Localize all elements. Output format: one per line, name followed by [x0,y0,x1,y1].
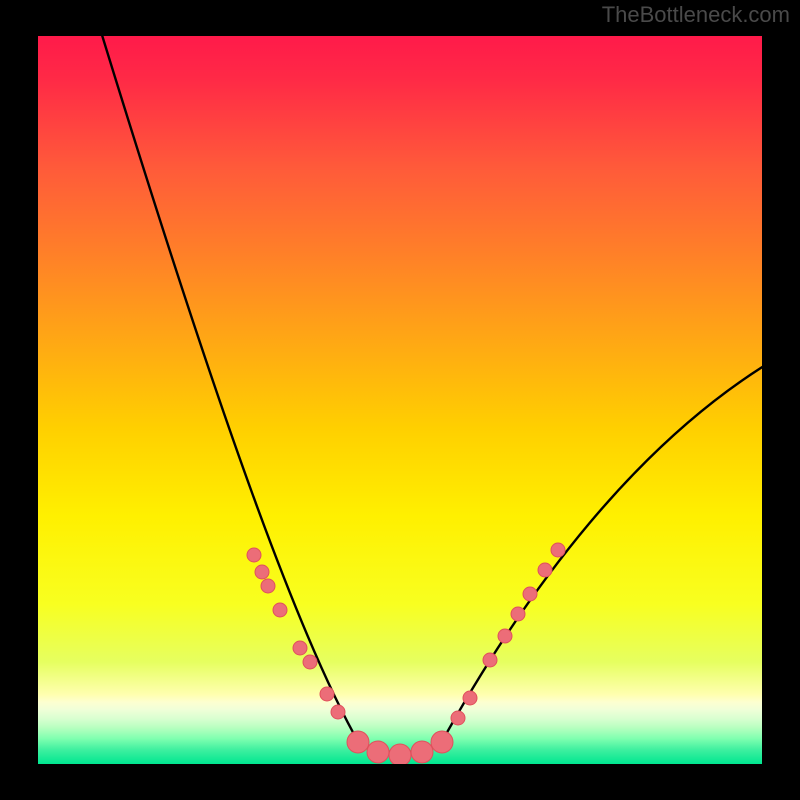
data-marker [523,587,537,601]
data-marker [551,543,565,557]
data-marker [483,653,497,667]
data-marker [261,579,275,593]
data-marker [411,741,433,763]
data-marker [331,705,345,719]
data-marker [247,548,261,562]
data-marker [463,691,477,705]
data-marker [273,603,287,617]
data-marker [293,641,307,655]
data-marker [538,563,552,577]
data-marker [347,731,369,753]
data-marker [451,711,465,725]
watermark-text: TheBottleneck.com [602,2,790,28]
chart-panel [38,36,762,764]
data-marker [511,607,525,621]
data-marker [255,565,269,579]
data-marker [303,655,317,669]
data-marker [389,744,411,766]
data-marker [367,741,389,763]
data-marker [498,629,512,643]
data-marker [431,731,453,753]
data-marker [320,687,334,701]
